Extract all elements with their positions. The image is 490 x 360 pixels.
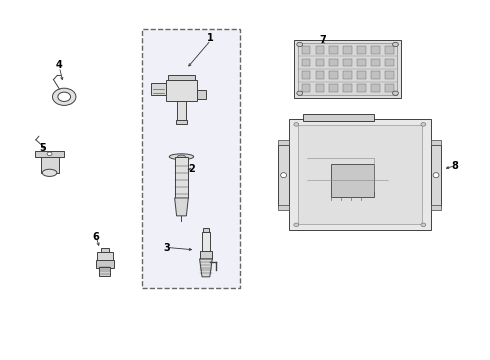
Bar [168,75,195,80]
Ellipse shape [169,154,194,159]
Bar [316,59,324,66]
Bar [97,252,113,261]
Ellipse shape [177,155,185,158]
Bar [294,40,401,98]
Bar [357,59,366,66]
Bar [99,267,110,276]
Bar [202,232,210,252]
Text: 4: 4 [56,60,63,70]
Bar [331,163,374,197]
Bar [174,157,188,198]
Bar [303,114,374,121]
Bar [371,59,380,66]
Bar [298,43,397,95]
Bar [357,84,366,92]
Ellipse shape [294,223,299,226]
Ellipse shape [297,42,303,46]
Text: 2: 2 [188,164,195,174]
Bar [278,145,289,206]
Bar [302,71,311,79]
Bar [431,140,441,145]
Bar [371,84,380,92]
Bar [298,126,422,224]
Ellipse shape [297,91,303,95]
Bar [357,71,366,79]
Bar [302,46,311,54]
Bar [96,260,114,268]
Bar [329,46,338,54]
Bar [203,228,209,232]
Polygon shape [174,198,188,216]
Bar [166,80,197,101]
Ellipse shape [58,92,71,102]
Text: 6: 6 [93,232,99,242]
Bar [175,120,187,125]
Bar [101,248,109,252]
Bar [343,46,352,54]
Bar [385,46,393,54]
Ellipse shape [421,223,426,226]
Bar [385,71,393,79]
Ellipse shape [392,91,398,95]
Bar [289,119,431,230]
Ellipse shape [52,88,76,105]
Ellipse shape [47,152,52,156]
Bar [302,59,311,66]
Bar [143,30,240,288]
Bar [329,84,338,92]
Ellipse shape [281,173,287,178]
Ellipse shape [294,123,299,126]
Bar [35,151,64,157]
Text: 3: 3 [164,243,170,253]
Bar [176,101,186,121]
Bar [329,59,338,66]
Bar [278,140,289,145]
Bar [371,71,380,79]
Polygon shape [199,259,212,277]
Bar [41,155,59,173]
Text: 5: 5 [39,143,46,153]
Ellipse shape [42,169,57,176]
Bar [431,205,441,210]
Text: 7: 7 [320,35,326,45]
Bar [302,84,311,92]
Bar [316,84,324,92]
Bar [343,84,352,92]
Text: 8: 8 [452,161,459,171]
Bar [371,46,380,54]
Bar [385,84,393,92]
Bar [357,46,366,54]
Bar [316,46,324,54]
Text: 1: 1 [207,33,214,43]
Bar [329,71,338,79]
Bar [385,59,393,66]
Bar [151,83,166,95]
Bar [197,90,206,99]
Ellipse shape [433,173,439,178]
Bar [343,71,352,79]
Bar [199,251,212,259]
Ellipse shape [392,42,398,46]
Bar [316,71,324,79]
Bar [431,145,441,206]
Bar [278,205,289,210]
Bar [343,59,352,66]
Ellipse shape [421,123,426,126]
